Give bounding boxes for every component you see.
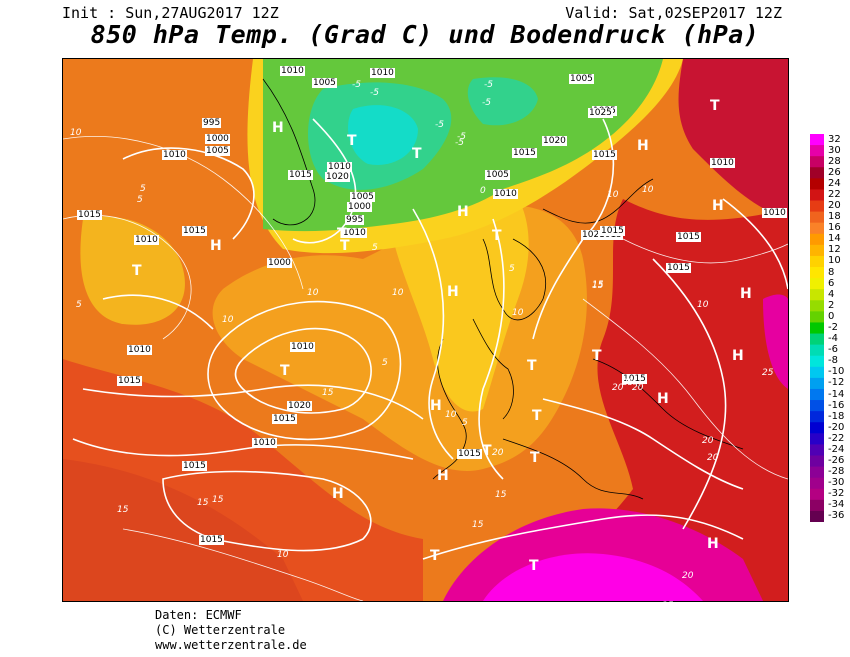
colorbar-label: -10 [828,366,845,378]
colorbar-label: 4 [828,288,835,300]
temp-zone-north-east [678,59,788,219]
colorbar-label: -6 [828,344,838,356]
colorbar-label: -26 [828,455,845,467]
colorbar-label: 32 [828,133,841,145]
footer: Daten: ECMWF (C) Wetterzentrale www.wett… [155,608,307,653]
colorbar-swatch [810,311,824,323]
colorbar-swatch [810,388,824,401]
colorbar-label: -18 [828,410,845,422]
colorbar-swatch [810,278,824,290]
colorbar-label: 28 [828,155,841,167]
colorbar-swatch [810,289,824,301]
footer-copyright: (C) Wetterzentrale [155,623,286,637]
valid-time: Valid: Sat,02SEP2017 12Z [565,4,782,22]
colorbar-label: 22 [828,188,841,200]
colorbar-swatch [810,156,824,168]
colorbar-swatch [810,211,824,224]
colorbar-label: 6 [828,277,835,289]
temp-zone-north-cold-2 [467,77,538,126]
colorbar-label: 30 [828,144,841,156]
colorbar-swatch [810,200,824,213]
colorbar-swatch [810,477,824,490]
colorbar-label: -36 [828,510,845,522]
footer-data-source: Daten: ECMWF [155,608,242,622]
colorbar-swatch [810,466,824,479]
init-time: Init : Sun,27AUG2017 12Z [62,4,279,22]
colorbar-swatch [810,333,824,346]
temperature-colorbar [810,134,824,522]
colorbar-swatch [810,134,824,146]
colorbar-swatch [810,167,824,179]
colorbar-label: -20 [828,421,845,433]
colorbar-swatch [810,244,824,257]
colorbar-label: 14 [828,233,841,245]
footer-website[interactable]: www.wetterzentrale.de [155,638,307,652]
colorbar-label: 12 [828,244,841,256]
temp-zone-south-hottest [483,553,703,601]
colorbar-label: 2 [828,299,835,311]
colorbar-swatch [810,322,824,335]
colorbar-label: -16 [828,399,845,411]
colorbar-label: -32 [828,488,845,500]
colorbar-swatch [810,300,824,312]
colorbar-label: -34 [828,499,845,511]
colorbar-swatch [810,377,824,390]
colorbar-swatch [810,411,824,423]
colorbar-label: 10 [828,255,841,267]
isotherm-lines [63,136,788,601]
colorbar-label: -30 [828,477,845,489]
temp-zone-east-hot [763,294,788,389]
temp-zone-east [523,199,788,601]
colorbar-swatch [810,444,824,456]
colorbar-swatch [810,499,824,512]
colorbar-label: 20 [828,200,841,212]
colorbar-swatch [810,366,824,379]
colorbar-swatch [810,145,824,157]
colorbar-label: 18 [828,211,841,223]
colorbar-swatch [810,455,824,468]
colorbar-swatch [810,178,824,190]
colorbar-swatch [810,355,824,368]
temp-zone-north-coldest [348,105,418,165]
map-title: 850 hPa Temp. (Grad C) und Bodendruck (h… [90,20,760,49]
colorbar-label: -28 [828,466,845,478]
colorbar-label: -4 [828,333,838,345]
colorbar-label: 0 [828,310,835,322]
colorbar-label: -22 [828,432,845,444]
coastlines [262,78,744,500]
colorbar-swatch [810,222,824,235]
colorbar-label: -12 [828,377,845,389]
colorbar-swatch [810,189,824,202]
colorbar-label: -2 [828,322,838,333]
temperature-pressure-map [63,59,788,601]
colorbar-label: 8 [828,266,835,278]
colorbar-label: 24 [828,177,841,189]
isotherm-label: 25 [662,601,674,611]
colorbar-label: -14 [828,388,845,400]
colorbar-swatch [810,233,824,246]
colorbar-label: 16 [828,222,841,234]
colorbar-label: 26 [828,166,841,178]
colorbar-swatch [810,267,824,279]
temp-zone-south-west-deep [63,459,303,601]
colorbar-swatch [810,433,824,445]
colorbar-label: -24 [828,443,845,455]
colorbar-swatch [810,255,824,268]
colorbar-swatch [810,422,824,434]
colorbar-swatch [810,344,824,357]
colorbar-swatch [810,488,824,501]
colorbar-swatch [810,510,824,522]
colorbar-swatch [810,400,824,412]
weather-map [62,58,789,602]
colorbar-label: -8 [828,355,838,367]
